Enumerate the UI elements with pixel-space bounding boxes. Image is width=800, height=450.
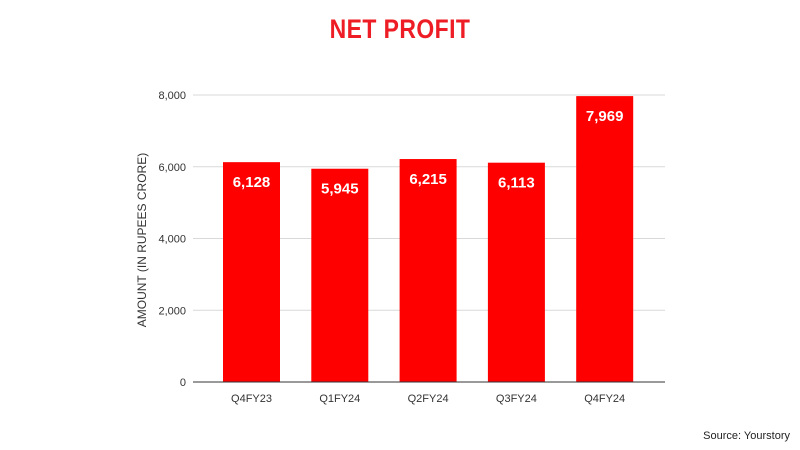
x-tick-label: Q4FY23 — [231, 393, 272, 405]
source-note: Source: Yourstory — [703, 430, 790, 442]
x-tick-label: Q3FY24 — [496, 393, 537, 405]
y-tick-label: 6,000 — [158, 162, 186, 174]
x-tick-label: Q4FY24 — [584, 393, 625, 405]
x-tick-label: Q1FY24 — [319, 393, 360, 405]
data-label: 5,945 — [321, 181, 359, 198]
y-axis-label: AMOUNT (IN RUPEES CRORE) — [135, 153, 149, 327]
bar — [223, 162, 280, 382]
bar — [487, 162, 545, 382]
data-label: 6,113 — [498, 175, 535, 192]
y-tick-label: 0 — [180, 377, 186, 389]
bar — [576, 96, 634, 382]
x-tick-label: Q2FY24 — [408, 393, 449, 405]
chart-title: NET PROFIT — [329, 14, 471, 44]
y-tick-label: 2,000 — [158, 305, 186, 317]
data-label: 7,969 — [586, 108, 624, 125]
y-tick-label: 4,000 — [158, 234, 186, 246]
data-label: 6,128 — [233, 174, 271, 191]
bar — [399, 159, 457, 382]
data-label: 6,215 — [409, 171, 447, 188]
bar — [311, 168, 369, 382]
y-tick-label: 8,000 — [158, 90, 186, 102]
